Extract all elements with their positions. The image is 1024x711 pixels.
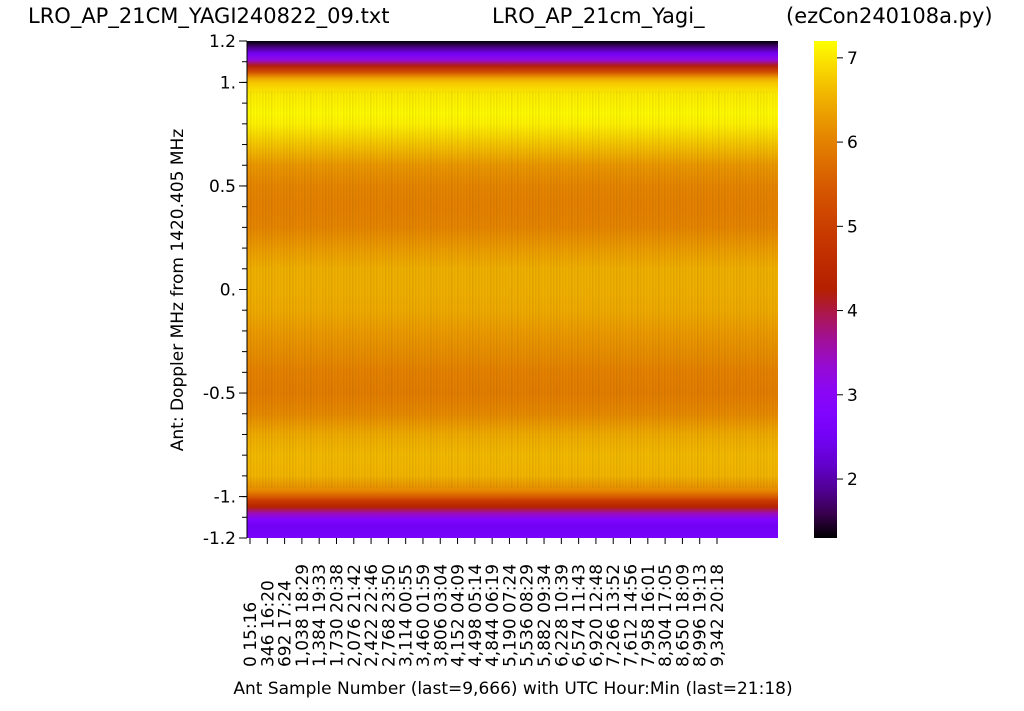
x-tick-label: 6,574 11:43 [570, 564, 590, 667]
x-tick-label: 4,498 05:14 [466, 564, 486, 667]
x-tick-label: 0 15:16 [241, 602, 261, 667]
y-tick-label: -0.5 [203, 384, 236, 404]
colorbar-tick-label: 6 [847, 133, 858, 153]
x-tick-label: 2,768 23:50 [379, 564, 399, 667]
x-tick-label: 5,190 07:24 [500, 564, 520, 667]
y-tick-label: 0. [220, 281, 236, 301]
heatmap-area [247, 41, 778, 538]
y-tick-label: 0.5 [209, 177, 236, 197]
x-tick-label: 2,076 21:42 [345, 564, 365, 667]
x-tick-label: 8,996 19:13 [691, 564, 711, 667]
x-tick-label: 3,460 01:59 [414, 564, 434, 667]
x-tick-label: 6,228 10:39 [552, 564, 572, 667]
x-tick-label: 1,038 18:29 [293, 564, 313, 667]
x-tick-label: 8,304 17:05 [656, 564, 676, 667]
y-axis-label: Ant: Doppler MHz from 1420.405 MHz [168, 128, 188, 452]
x-tick-label: 6,920 12:48 [587, 564, 607, 667]
x-tick-label: 4,844 06:19 [483, 564, 503, 667]
chart-title-right: (ezCon240108a.py) [786, 4, 993, 28]
y-tick-label: -1.2 [203, 529, 236, 549]
colorbar-tick-label: 4 [847, 302, 858, 322]
x-tick-label: 4,152 04:09 [449, 564, 469, 667]
colorbar-tick-label: 3 [847, 386, 858, 406]
x-tick-label: 3,806 03:04 [431, 564, 451, 667]
colorbar-tick-label: 7 [847, 49, 858, 69]
x-tick-label: 9,342 20:18 [708, 564, 728, 667]
x-tick-label: 346 16:20 [258, 580, 278, 667]
x-axis-label: Ant Sample Number (last=9,666) with UTC … [233, 679, 793, 699]
y-tick-label: -1. [214, 488, 236, 508]
chart-title-left: LRO_AP_21CM_YAGI240822_09.txt [28, 4, 390, 28]
x-tick-label: 7,612 14:56 [622, 564, 642, 667]
x-tick-label: 5,882 09:34 [535, 564, 555, 667]
y-tick-label: 1. [220, 73, 236, 93]
colorbar [814, 41, 837, 538]
x-tick-label: 1,384 19:33 [310, 564, 330, 667]
x-tick-label: 1,730 20:38 [327, 564, 347, 667]
x-tick-label: 692 17:24 [276, 580, 296, 667]
colorbar-axis: 2 3 4 5 6 7 [837, 49, 858, 490]
colorbar-tick-label: 5 [847, 217, 858, 237]
y-axis: 1.2 1. 0.5 0. -0.5 -1. -1.2 [203, 32, 248, 549]
heatmap-texture [250, 91, 774, 488]
x-tick-label: 7,958 16:01 [639, 564, 659, 667]
x-tick-label: 2,422 22:46 [362, 564, 382, 667]
y-tick-label: 1.2 [209, 32, 236, 52]
chart-title-center: LRO_AP_21cm_Yagi_ [492, 4, 705, 28]
x-tick-label: 7,266 13:52 [604, 564, 624, 667]
x-tick-label: 3,114 00:55 [397, 564, 417, 667]
x-tick-label: 8,650 18:09 [673, 564, 693, 667]
colorbar-tick-label: 2 [847, 470, 858, 490]
x-tick-label: 5,536 08:29 [518, 564, 538, 667]
